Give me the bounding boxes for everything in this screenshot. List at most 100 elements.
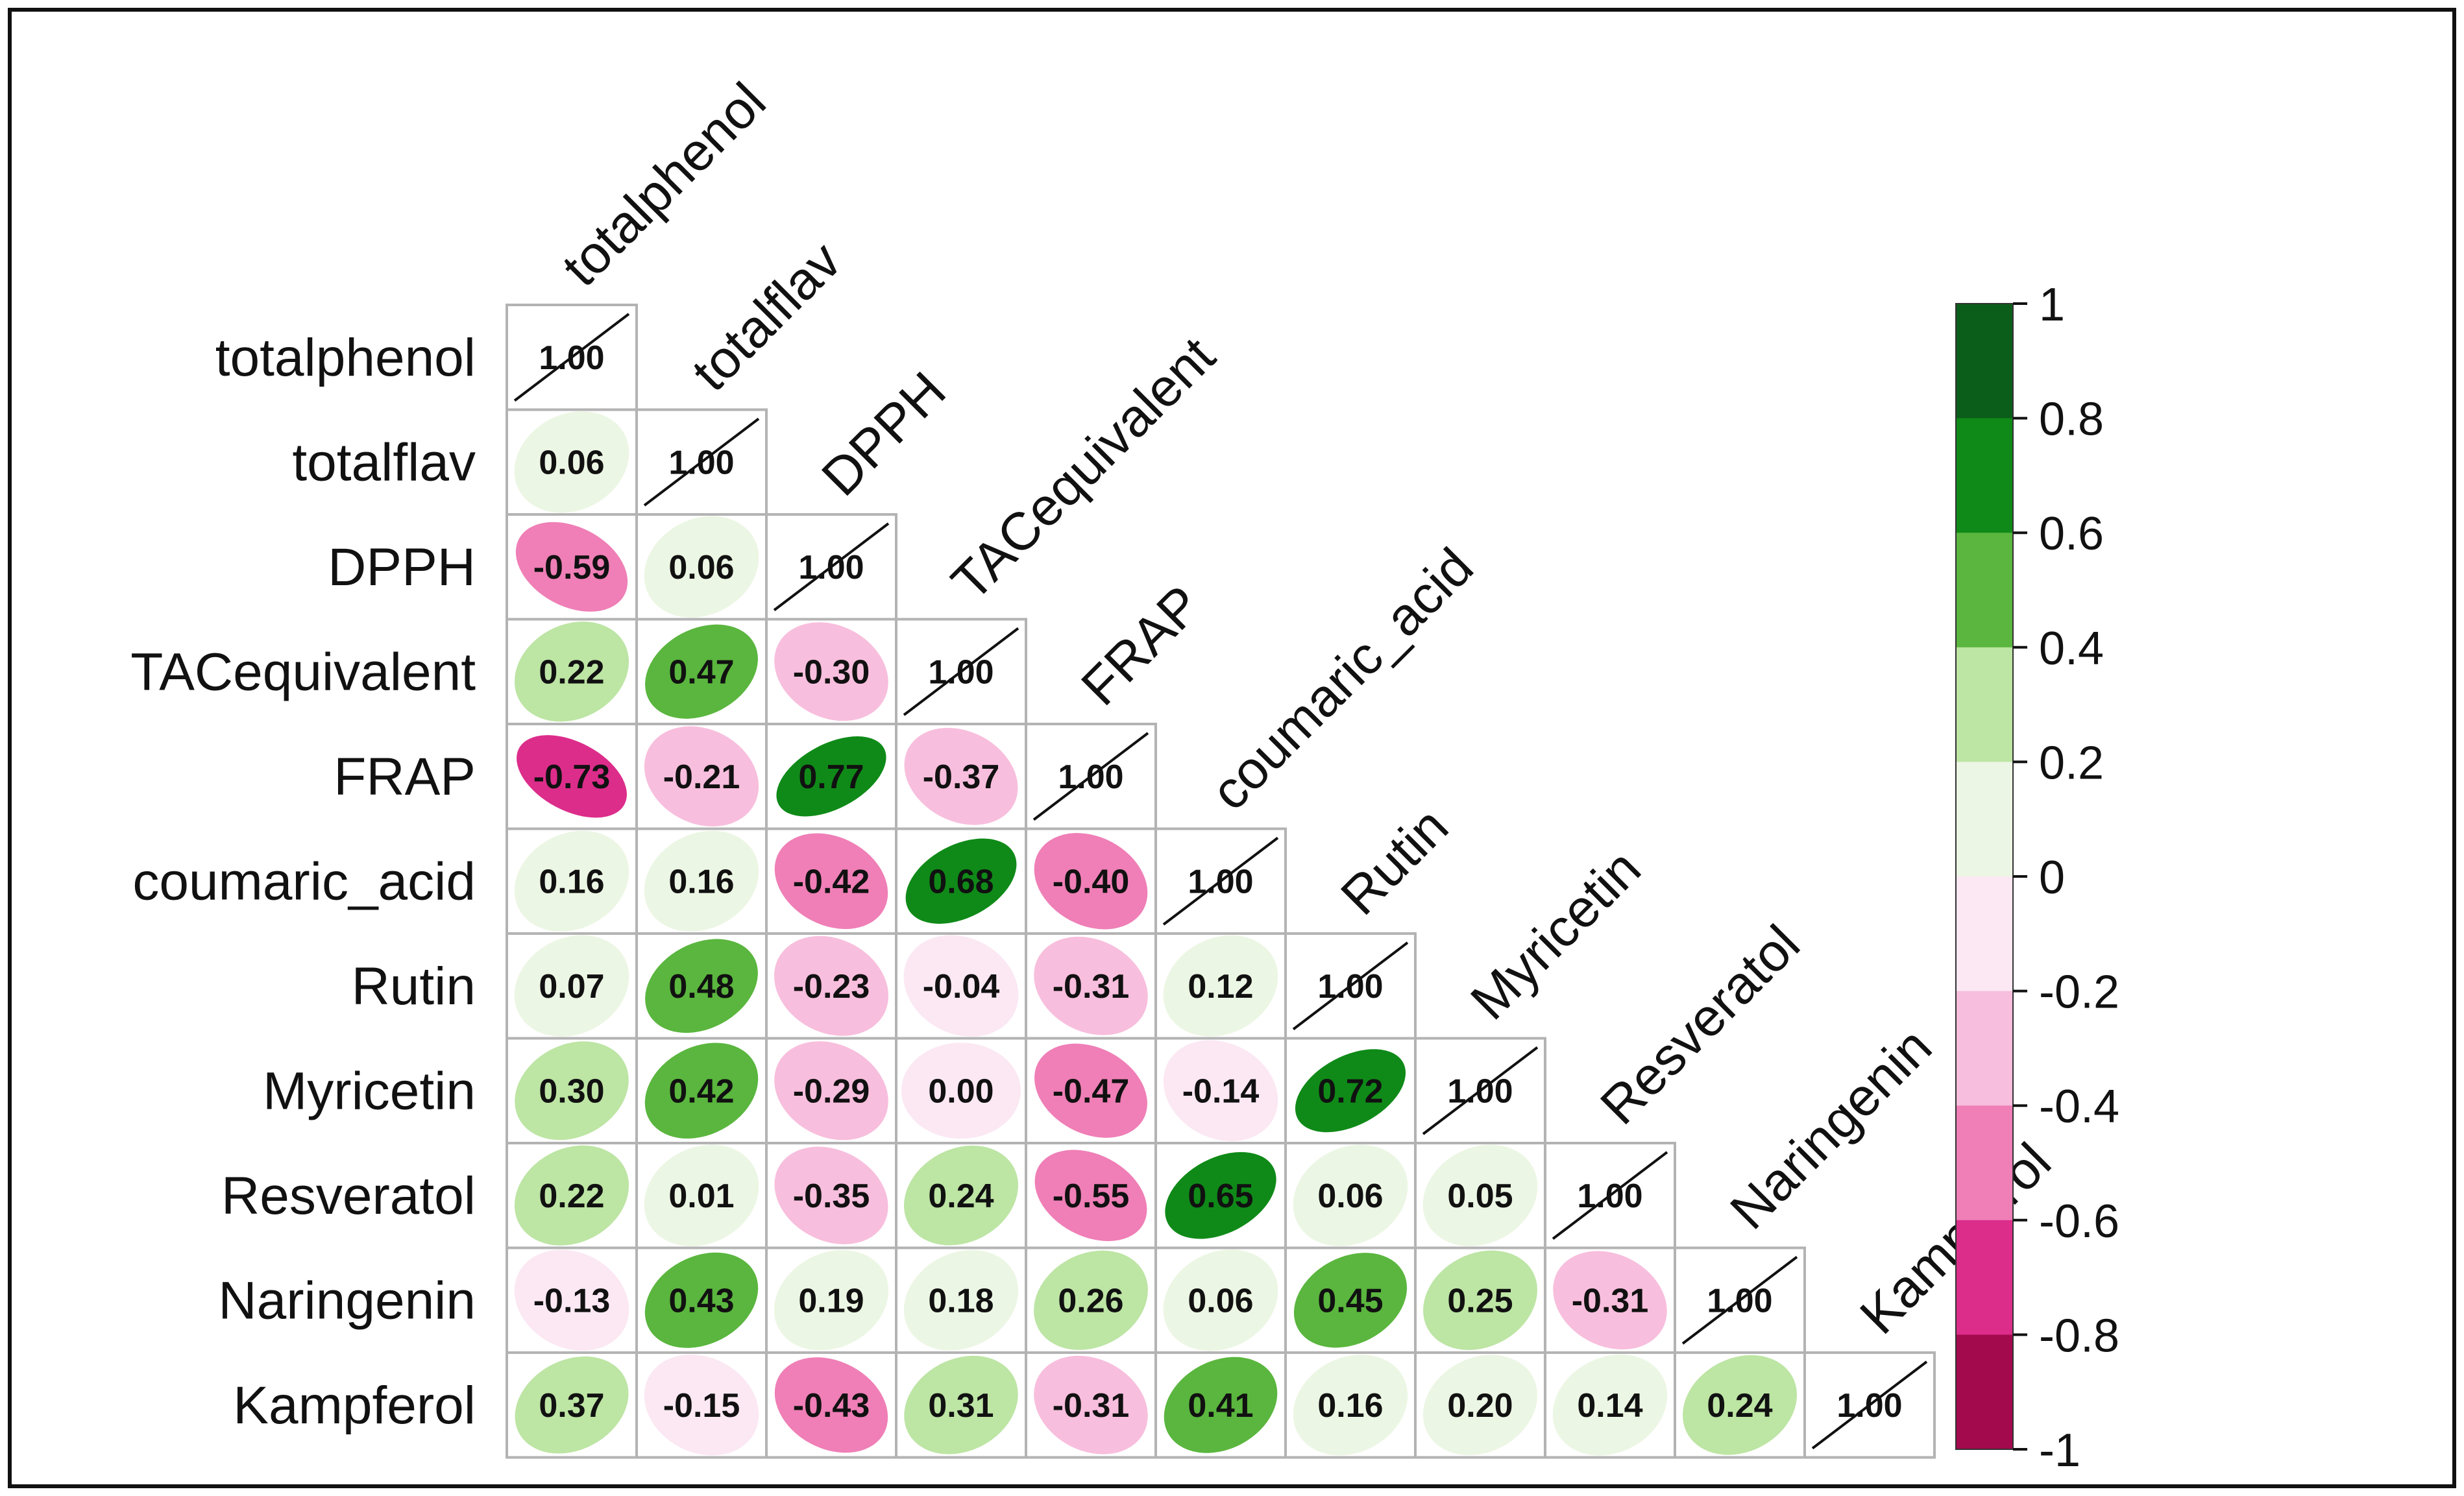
cell-Rutin-coumaric_acid: 0.12 bbox=[1154, 932, 1287, 1040]
cell-FRAP-DPPH: 0.77 bbox=[765, 723, 897, 830]
column-label-TACequivalent: TACequivalent bbox=[940, 326, 1226, 612]
correlation-value: 0.16 bbox=[1317, 1387, 1383, 1425]
correlation-value: 0.06 bbox=[1188, 1282, 1253, 1320]
row-label-coumaric_acid: coumaric_acid bbox=[132, 852, 476, 911]
correlation-ellipse bbox=[515, 1356, 629, 1454]
colorbar-tick-label: 1 bbox=[2039, 279, 2065, 331]
cell-Resveratol-totalphenol: 0.22 bbox=[506, 1142, 638, 1249]
correlation-ellipse bbox=[1295, 1049, 1406, 1133]
cell-Kampferol-coumaric_acid: 0.41 bbox=[1154, 1351, 1287, 1459]
correlation-ellipse bbox=[1034, 1355, 1148, 1454]
column-label-FRAP: FRAP bbox=[1070, 575, 1212, 717]
cell-DPPH-totalphenol: -0.59 bbox=[506, 513, 638, 621]
row-label-Resveratol: Resveratol bbox=[221, 1166, 476, 1225]
correlation-value: -0.55 bbox=[1053, 1177, 1130, 1215]
colorbar-bin bbox=[1956, 1334, 2013, 1450]
colorbar-tick-label: -0.8 bbox=[2039, 1310, 2119, 1362]
cell-Naringenin-Myricetin: 0.25 bbox=[1414, 1246, 1546, 1354]
correlation-value: -0.35 bbox=[793, 1177, 870, 1215]
correlation-value: 0.72 bbox=[1317, 1072, 1383, 1110]
colorbar-bin bbox=[1956, 418, 2013, 533]
correlation-value: 0.47 bbox=[668, 653, 734, 691]
row-label-Myricetin: Myricetin bbox=[263, 1061, 476, 1120]
colorbar-bin bbox=[1956, 1105, 2013, 1221]
cell-Myricetin-coumaric_acid: -0.14 bbox=[1154, 1037, 1287, 1144]
cell-totalflav-totalflav: 1.00 bbox=[635, 408, 768, 516]
correlation-ellipse bbox=[514, 1249, 629, 1351]
correlation-value: 0.42 bbox=[668, 1072, 734, 1110]
correlation-ellipse bbox=[774, 622, 888, 721]
correlation-ellipse bbox=[644, 1354, 759, 1456]
cell-Resveratol-Myricetin: 0.05 bbox=[1414, 1142, 1546, 1249]
cell-Naringenin-Rutin: 0.45 bbox=[1284, 1246, 1417, 1354]
correlation-ellipse bbox=[644, 726, 759, 826]
correlation-ellipse bbox=[644, 1043, 759, 1139]
correlation-value: 0.26 bbox=[1058, 1282, 1123, 1320]
correlation-value: 0.06 bbox=[668, 549, 734, 586]
cell-Kampferol-Resveratol: 0.14 bbox=[1544, 1351, 1676, 1459]
correlation-value: 0.16 bbox=[539, 863, 604, 900]
correlation-value: -0.31 bbox=[1053, 1387, 1130, 1425]
correlation-ellipse bbox=[904, 1145, 1018, 1246]
diagonal-line bbox=[903, 627, 1019, 716]
cell-coumaric_acid-TACequivalent: 0.68 bbox=[895, 827, 1027, 935]
correlation-plot: 1.00 0.06 1.00 -0.59 0.06 1.00 0.22 0.47 -0.30 1.… bbox=[130, 72, 2119, 1477]
diagonal-line bbox=[1032, 732, 1149, 821]
correlation-value: -0.40 bbox=[1053, 863, 1130, 900]
cell-TACequivalent-DPPH: -0.30 bbox=[765, 618, 897, 725]
correlation-value: 0.31 bbox=[928, 1387, 994, 1425]
figure-frame: 1.00 0.06 1.00 -0.59 0.06 1.00 0.22 0.47 -0.30 1.… bbox=[8, 8, 2456, 1488]
cell-Myricetin-DPPH: -0.29 bbox=[765, 1037, 897, 1144]
correlation-ellipse bbox=[1422, 1144, 1538, 1247]
correlation-value: 1.00 bbox=[539, 339, 604, 377]
cell-Myricetin-Rutin: 0.72 bbox=[1284, 1037, 1417, 1144]
correlation-ellipse bbox=[514, 830, 629, 932]
cell-TACequivalent-TACequivalent: 1.00 bbox=[895, 618, 1027, 725]
correlation-value: 0.18 bbox=[928, 1282, 994, 1320]
correlation-ellipse bbox=[1552, 1354, 1668, 1456]
correlation-value: -0.73 bbox=[533, 758, 611, 796]
cell-TACequivalent-totalflav: 0.47 bbox=[635, 618, 768, 725]
colorbar-bin bbox=[1956, 1220, 2013, 1335]
cell-FRAP-TACequivalent: -0.37 bbox=[895, 723, 1027, 830]
cell-Myricetin-totalflav: 0.42 bbox=[635, 1037, 768, 1144]
correlation-ellipse bbox=[904, 1355, 1018, 1454]
correlation-ellipse bbox=[904, 727, 1018, 825]
diagonal-line bbox=[1422, 1046, 1539, 1135]
colorbar-tick-label: -0.6 bbox=[2039, 1196, 2119, 1248]
cell-Naringenin-DPPH: 0.19 bbox=[765, 1246, 897, 1354]
correlation-ellipse bbox=[1293, 1253, 1408, 1348]
column-label-Naringenin: Naringenin bbox=[1719, 1017, 1943, 1240]
diagonal-line bbox=[513, 313, 630, 402]
cell-Kampferol-DPPH: -0.43 bbox=[765, 1351, 897, 1459]
correlation-ellipse bbox=[1163, 1040, 1278, 1142]
correlation-ellipse bbox=[1422, 1355, 1538, 1456]
column-label-totalflav: totalflav bbox=[681, 231, 852, 402]
correlation-ellipse bbox=[1034, 936, 1148, 1035]
colorbar-tick-label: 0.2 bbox=[2039, 737, 2104, 789]
column-label-Resveratol: Resveratol bbox=[1589, 914, 1811, 1135]
cell-Kampferol-TACequivalent: 0.31 bbox=[895, 1351, 1027, 1459]
correlation-value: 0.06 bbox=[539, 444, 604, 481]
colorbar-bin bbox=[1956, 991, 2013, 1106]
diagonal-line bbox=[773, 522, 890, 612]
correlation-value: -0.15 bbox=[663, 1387, 740, 1425]
cell-Naringenin-FRAP: 0.26 bbox=[1025, 1246, 1157, 1354]
correlation-ellipse bbox=[1165, 1152, 1276, 1239]
cell-Kampferol-Rutin: 0.16 bbox=[1284, 1351, 1417, 1459]
correlation-ellipse bbox=[774, 833, 888, 930]
correlation-ellipse bbox=[1553, 1251, 1667, 1350]
correlation-ellipse bbox=[1034, 1250, 1148, 1350]
correlation-value: -0.47 bbox=[1053, 1072, 1130, 1110]
correlation-value: -0.14 bbox=[1182, 1072, 1260, 1110]
correlation-value: 0.24 bbox=[928, 1177, 994, 1215]
column-label-totalphenol: totalphenol bbox=[551, 72, 777, 298]
correlation-value: 1.00 bbox=[928, 653, 994, 691]
correlation-value: 1.00 bbox=[668, 444, 734, 481]
correlation-value: 0.12 bbox=[1188, 968, 1253, 1006]
correlation-value: 0.43 bbox=[668, 1282, 734, 1320]
correlation-value: 0.14 bbox=[1577, 1387, 1642, 1425]
row-label-Kampferol: Kampferol bbox=[233, 1376, 476, 1435]
correlation-value: 1.00 bbox=[1058, 758, 1123, 796]
correlation-value: 0.06 bbox=[1317, 1177, 1383, 1215]
